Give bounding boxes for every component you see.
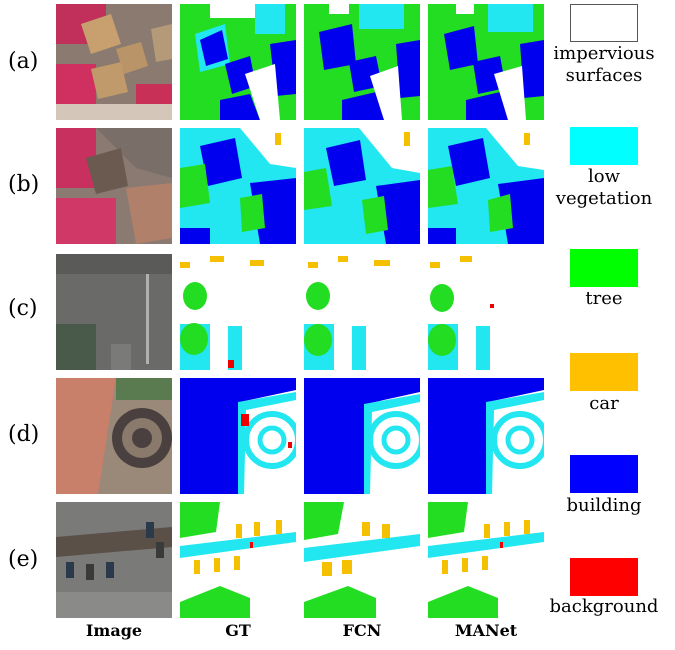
manet-b <box>428 128 544 244</box>
column-label-image: Image <box>85 621 143 640</box>
image-c <box>56 254 172 370</box>
manet-d <box>428 378 544 494</box>
fcn-d <box>304 378 420 494</box>
row-label-b: (b) <box>8 172 40 197</box>
legend-label-car: car <box>589 393 619 414</box>
legend-label-building: building <box>566 495 642 516</box>
image-a <box>56 4 172 120</box>
legend-label-impervious: impervious surfaces <box>553 43 655 86</box>
gt-d <box>180 378 296 494</box>
legend-label-tree: tree <box>585 288 623 309</box>
manet-e <box>428 502 544 618</box>
row-label-c: (c) <box>8 296 38 321</box>
legend-swatch-building <box>570 455 638 493</box>
manet-a <box>428 4 544 120</box>
fcn-b <box>304 128 420 244</box>
gt-e <box>180 502 296 618</box>
legend-swatch-car <box>570 353 638 391</box>
fcn-e <box>304 502 420 618</box>
manet-c <box>428 254 544 370</box>
legend-swatch-impervious <box>570 4 638 42</box>
gt-b <box>180 128 296 244</box>
legend-swatch-background <box>570 558 638 596</box>
fcn-a <box>304 4 420 120</box>
row-label-e: (e) <box>8 547 39 572</box>
column-label-fcn: FCN <box>342 621 382 640</box>
legend-label-background: background <box>549 596 659 617</box>
fcn-c <box>304 254 420 370</box>
row-label-a: (a) <box>8 49 39 74</box>
legend-label-low-vegetation: low vegetation <box>555 166 653 209</box>
row-label-d: (d) <box>8 422 40 447</box>
column-label-manet: MANet <box>454 621 518 640</box>
gt-a <box>180 4 296 120</box>
image-d <box>56 378 172 494</box>
image-b <box>56 128 172 244</box>
image-e <box>56 502 172 618</box>
column-label-gt: GT <box>225 621 251 640</box>
legend-swatch-tree <box>570 249 638 287</box>
gt-c <box>180 254 296 370</box>
legend-swatch-low-vegetation <box>570 127 638 165</box>
